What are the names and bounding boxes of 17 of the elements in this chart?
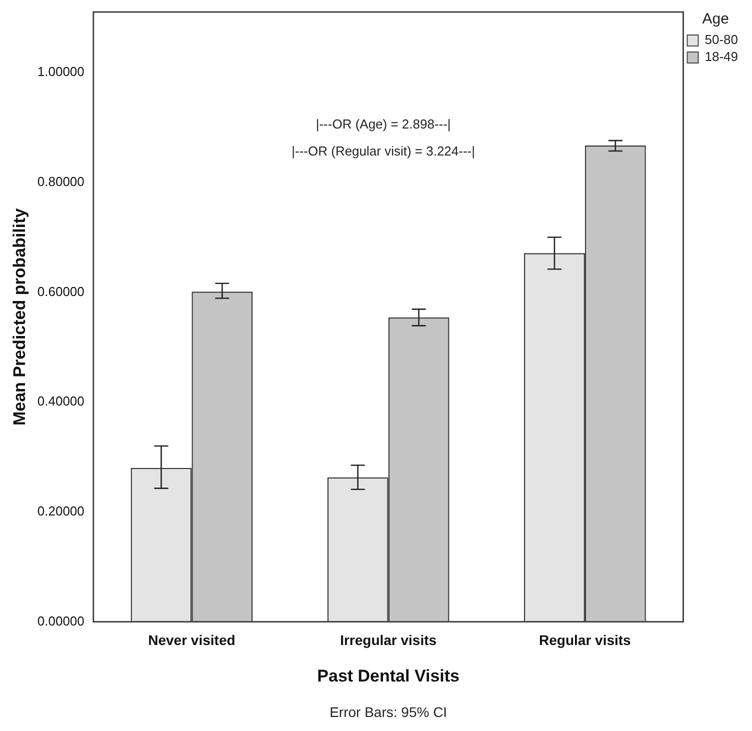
y-tick-label: 0.20000: [37, 504, 84, 519]
text: Error Bars: 95% CI: [330, 704, 448, 720]
y-tick-label: 0.40000: [37, 394, 84, 409]
x-axis-title: Past Dental Visits: [317, 666, 460, 686]
y-axis-title: Mean Predicted probability: [10, 208, 29, 426]
y-tick-label: 0.60000: [37, 284, 84, 299]
annotation: |---OR (Regular visit) = 3.224---|: [292, 144, 476, 159]
y-tick-label: 0.00000: [37, 613, 84, 628]
y-tick-label: 1.00000: [37, 64, 84, 80]
x-tick-label: Regular visits: [539, 632, 632, 648]
x-tick-label: Never visited: [148, 632, 236, 648]
legend-label: 50-80: [704, 32, 738, 48]
annotation: |---OR (Age) = 2.898---|: [316, 116, 451, 132]
legend-label: 18-49: [704, 49, 738, 64]
y-tick-label: 0.80000: [37, 174, 84, 189]
x-tick-label: Irregular visits: [340, 632, 437, 648]
legend-title: Age: [702, 10, 729, 28]
